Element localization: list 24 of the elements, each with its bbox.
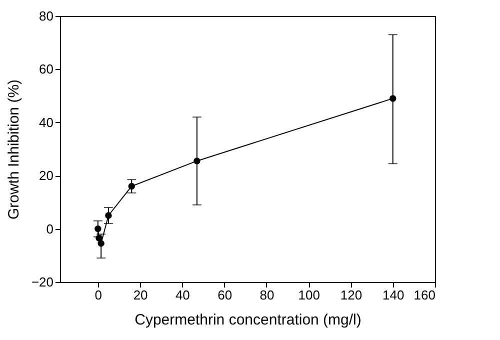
y-tick-label: 80 [39,8,54,24]
x-tick-label: 20 [133,288,148,302]
point [390,95,396,102]
point [98,240,104,247]
x-tick-label: 140 [382,288,404,302]
x-axis-title: Cypermethrin concentration (mg/l) [134,312,362,328]
point [94,225,102,232]
point [128,182,135,190]
y-tick-label: 20 [39,168,54,184]
x-tick-label: 40 [175,288,190,302]
x-tick-label: 0 [94,288,102,302]
point [194,158,200,164]
x-tick-label: 80 [260,288,274,302]
x-tick-label: 100 [298,288,320,302]
y-tick-label: 40 [39,114,54,130]
y-tick-label: 60 [39,62,54,77]
y-tick-label: 0 [46,221,54,236]
y-tick-label: −20 [31,274,54,290]
point [105,212,112,219]
x-tick-label: 120 [340,288,362,302]
x-tick-label: 160 [414,288,436,302]
x-tick-label: 60 [218,288,232,302]
y-axis-title: Growth Inhibition (%) [5,79,22,220]
point [96,234,102,242]
